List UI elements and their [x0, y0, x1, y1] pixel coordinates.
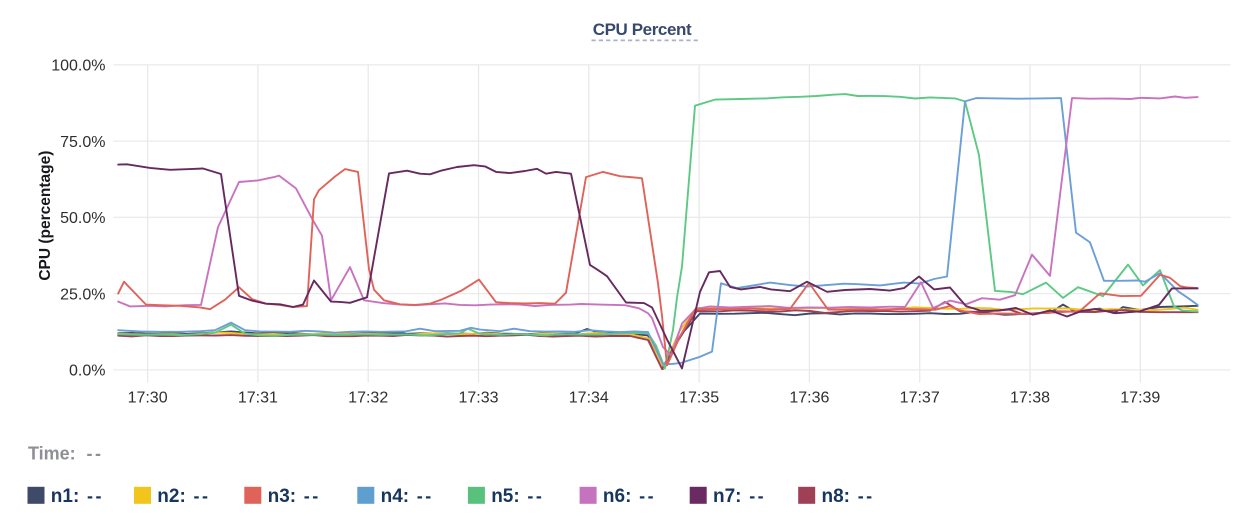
svg-text:17:36: 17:36	[789, 389, 829, 406]
svg-text:n3:: n3:	[268, 486, 297, 507]
svg-text:100.0%: 100.0%	[51, 58, 105, 75]
svg-text:Time:: Time:	[28, 444, 76, 464]
svg-text:50.0%: 50.0%	[60, 210, 105, 227]
svg-text:--: --	[304, 486, 321, 506]
svg-text:CPU Percent: CPU Percent	[593, 20, 692, 39]
svg-text:17:39: 17:39	[1120, 389, 1160, 406]
svg-text:--: --	[194, 486, 211, 506]
svg-text:17:33: 17:33	[458, 389, 498, 406]
svg-text:CPU (percentage): CPU (percentage)	[37, 151, 54, 281]
svg-text:17:34: 17:34	[569, 389, 609, 406]
svg-text:n5:: n5:	[491, 486, 520, 507]
svg-text:17:38: 17:38	[1010, 389, 1050, 406]
svg-text:--: --	[87, 444, 104, 464]
svg-text:0.0%: 0.0%	[69, 363, 105, 380]
svg-text:n4:: n4:	[381, 486, 410, 507]
svg-text:--: --	[639, 486, 656, 506]
svg-text:n6:: n6:	[603, 486, 632, 507]
svg-text:17:30: 17:30	[128, 389, 168, 406]
svg-text:n2:: n2:	[157, 486, 186, 507]
svg-text:17:31: 17:31	[238, 389, 278, 406]
svg-text:25.0%: 25.0%	[60, 286, 105, 303]
svg-text:n8:: n8:	[822, 486, 851, 507]
svg-text:17:37: 17:37	[900, 389, 940, 406]
svg-text:--: --	[87, 486, 104, 506]
svg-text:n1:: n1:	[51, 486, 80, 507]
svg-text:--: --	[749, 486, 766, 506]
svg-text:--: --	[417, 486, 434, 506]
svg-text:n7:: n7:	[713, 486, 742, 507]
svg-text:17:32: 17:32	[348, 389, 388, 406]
svg-text:17:35: 17:35	[679, 389, 719, 406]
svg-text:75.0%: 75.0%	[60, 134, 105, 151]
svg-text:--: --	[527, 486, 544, 506]
svg-text:--: --	[858, 486, 875, 506]
